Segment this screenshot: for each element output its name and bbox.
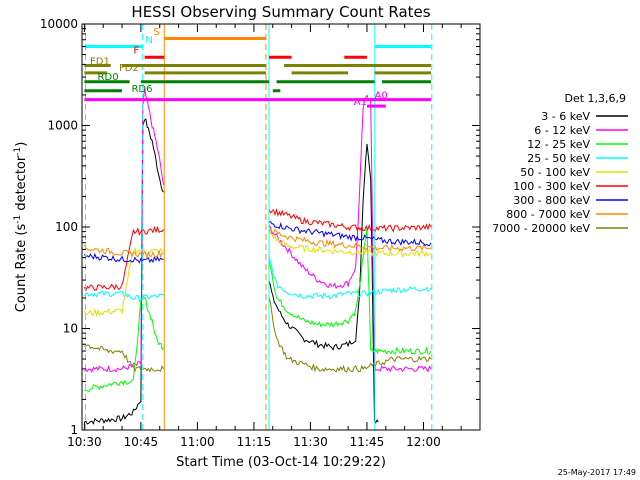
y-tick-label-1000: 1000 <box>47 119 78 133</box>
series-50-100-kev-segment-2 <box>268 229 432 258</box>
series-50-100-kev-segment-1 <box>83 246 164 317</box>
y-axis-label-mid: detector <box>14 155 29 215</box>
legend-label-300-800-kev: 300 - 800 keV <box>513 194 590 207</box>
series-100-300-kev-segment-1 <box>83 225 164 292</box>
chart-title: HESSI Observing Summary Count Rates <box>131 3 430 21</box>
y-tick-label-10: 10 <box>63 322 78 336</box>
series-7000-20000-kev-segment-2 <box>268 296 432 373</box>
flag-label-rd0: RD0 <box>98 72 119 83</box>
flag-label-rd6: RD6 <box>131 84 152 95</box>
y-axis-label: Count Rate (s-1 detector-1) <box>13 142 29 313</box>
y-tick-label-100: 100 <box>55 220 78 234</box>
x-tick-label-11-15: 11:15 <box>237 435 272 449</box>
x-tick-label-11-45: 11:45 <box>350 435 385 449</box>
series-25-50-kev-segment-1 <box>83 290 164 303</box>
legend-label-7000-20000-kev: 7000 - 20000 keV <box>492 222 590 235</box>
series-800-7000-kev-segment-2 <box>268 228 432 252</box>
legend-label-100-300-kev: 100 - 300 keV <box>513 180 590 193</box>
x-tick-label-11-30: 11:30 <box>293 435 328 449</box>
flag-label-n: N <box>145 35 152 46</box>
x-axis-label: Start Time (03-Oct-14 10:29:22) <box>176 455 386 470</box>
series-300-800-kev-segment-2 <box>269 221 432 247</box>
flag-label-s: S <box>153 27 159 38</box>
series-12-25-kev-segment-2 <box>268 228 432 355</box>
y-axis-label-sup2: -1 <box>13 147 23 156</box>
footer-date: 25-May-2017 17:49 <box>558 468 636 477</box>
x-tick-label-11-00: 11:00 <box>180 435 215 449</box>
x-tick-label-10-30: 10:30 <box>67 435 102 449</box>
series-3-6-kev-segment-1 <box>84 118 164 425</box>
y-axis-label-main: Count Rate (s <box>14 224 29 313</box>
flag-label-f: F <box>133 46 139 57</box>
series-3-6-kev-segment-2 <box>268 143 379 424</box>
series-6-12-kev-segment-2 <box>268 94 432 373</box>
x-tick-label-12-00: 12:00 <box>406 435 441 449</box>
series-25-50-kev-segment-2 <box>268 255 432 300</box>
flag-label-a1: A1 <box>354 97 367 108</box>
legend-title: Det 1,3,6,9 <box>564 92 626 105</box>
axes-layer: 10:30 10:45 11:00 11:15 11:30 11:45 12:00 1 10 10… <box>40 17 480 449</box>
y-axis-label-sup1: -1 <box>13 215 23 224</box>
series-6-12-kev-segment-1 <box>84 88 164 374</box>
y-axis-label-end: ) <box>14 142 29 147</box>
y-tick-label-10000: 10000 <box>40 17 78 31</box>
legend-label-6-12-kev: 6 - 12 keV <box>534 124 590 137</box>
series-7000-20000-kev-segment-1 <box>84 344 164 373</box>
flag-label-a0: A0 <box>374 90 387 101</box>
legend-label-25-50-kev: 25 - 50 keV <box>527 152 590 165</box>
x-tick-label-10-45: 10:45 <box>124 435 159 449</box>
series-layer <box>83 88 432 425</box>
flag-label-fd2: FD2 <box>119 63 139 74</box>
legend-label-12-25-kev: 12 - 25 keV <box>527 138 590 151</box>
legend-label-3-6-kev: 3 - 6 keV <box>541 110 590 123</box>
legend-label-50-100-kev: 50 - 100 keV <box>520 166 590 179</box>
series-300-800-kev-segment-1 <box>83 252 164 264</box>
y-tick-label-1: 1 <box>70 423 78 437</box>
series-100-300-kev-segment-2 <box>268 207 432 233</box>
legend-label-800-7000-kev: 800 - 7000 keV <box>506 208 590 221</box>
series-12-25-kev-segment-1 <box>84 296 164 393</box>
flag-label-fd1: FD1 <box>90 56 110 67</box>
series-800-7000-kev-segment-1 <box>83 244 164 260</box>
